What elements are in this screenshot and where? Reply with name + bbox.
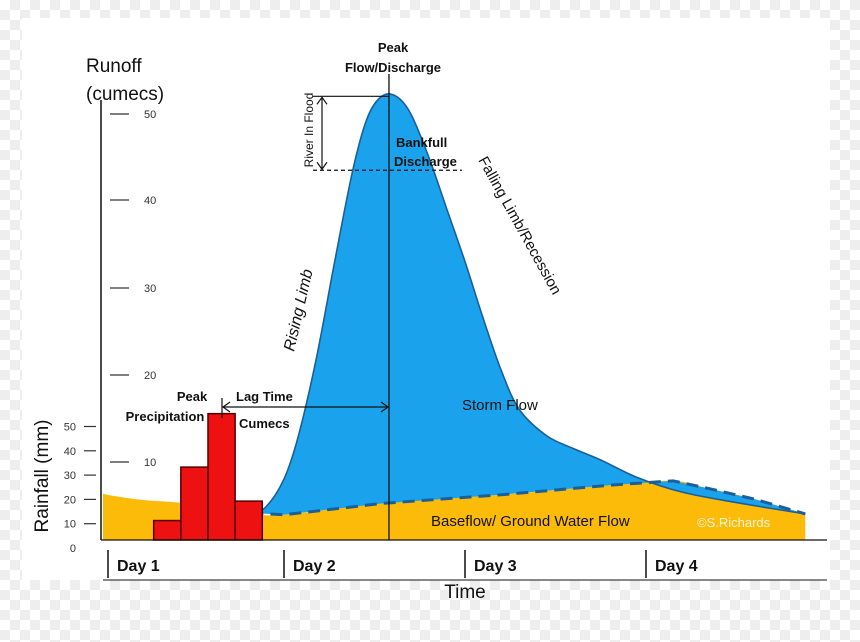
rainfall-bar <box>234 500 264 541</box>
rainfall-tick-label: 40 <box>64 446 76 458</box>
rainfall-axis-label: Rainfall (mm) <box>32 420 53 533</box>
rainfall-bar <box>152 519 182 541</box>
bankfull-label-line1: Bankfull <box>396 135 447 150</box>
axes <box>100 100 827 581</box>
runoff-tick-label: 40 <box>144 195 156 207</box>
bankfull-label-line2: Discharge <box>394 154 457 169</box>
rainfall-axis-ticks: 0 10 20 30 40 50 <box>64 422 96 555</box>
peak-flow-label-line2: Flow/Discharge <box>345 60 441 75</box>
day-label: Day 2 <box>293 558 336 575</box>
rainfall-bar <box>180 466 209 541</box>
rainfall-tick-label: 30 <box>64 470 76 482</box>
baseflow-label: Baseflow/ Ground Water Flow <box>431 513 630 530</box>
runoff-tick-label: 30 <box>144 283 156 295</box>
arrowhead-left <box>221 401 231 413</box>
arrowhead-up <box>316 96 328 105</box>
peak-precipitation-label-line2: Precipitation <box>126 409 205 424</box>
rainfall-tick-label: 0 <box>70 543 76 555</box>
arrowhead-right <box>380 401 390 413</box>
storm-flow-area <box>251 93 806 515</box>
peak-precipitation-label-line1: Peak <box>177 389 208 404</box>
storm-flow-label: Storm Flow <box>462 397 538 414</box>
copyright-credit: ©S.Richards <box>697 515 771 530</box>
day-label: Day 4 <box>655 558 698 575</box>
rainfall-tick-label: 50 <box>64 422 76 434</box>
baseflow-dashed-line <box>251 479 806 517</box>
falling-limb-label: Falling Limb/Recession <box>475 154 565 298</box>
runoff-axis-label-line2: (cumecs) <box>86 84 164 105</box>
rainfall-bar <box>207 412 236 541</box>
day-labels: Day 1 Day 2 Day 3 Day 4 <box>107 550 698 578</box>
rainfall-bars <box>152 412 264 541</box>
falling-limb-edge <box>251 93 806 515</box>
rainfall-tick-label: 10 <box>64 519 76 531</box>
guide-lines <box>221 74 462 540</box>
runoff-tick-label: 50 <box>144 109 156 121</box>
cumecs-label: Cumecs <box>239 416 290 431</box>
arrowhead-down <box>316 161 328 171</box>
runoff-axis-label-line1: Runoff <box>86 56 142 77</box>
peak-flow-label-line1: Peak <box>378 40 409 55</box>
rainfall-tick-label: 20 <box>64 494 76 506</box>
lag-time-label: Lag Time <box>236 389 293 404</box>
runoff-tick-label: 10 <box>144 457 156 469</box>
runoff-axis-ticks: 10 20 30 40 50 <box>110 109 156 469</box>
runoff-tick-label: 20 <box>144 370 156 382</box>
x-axis-label: Time <box>444 582 486 603</box>
rising-limb-label: Rising Limb <box>281 268 316 353</box>
river-in-flood-label: River In Flood <box>302 93 316 168</box>
day-label: Day 1 <box>117 558 160 575</box>
day-label: Day 3 <box>474 558 517 575</box>
baseflow-area <box>103 480 806 540</box>
